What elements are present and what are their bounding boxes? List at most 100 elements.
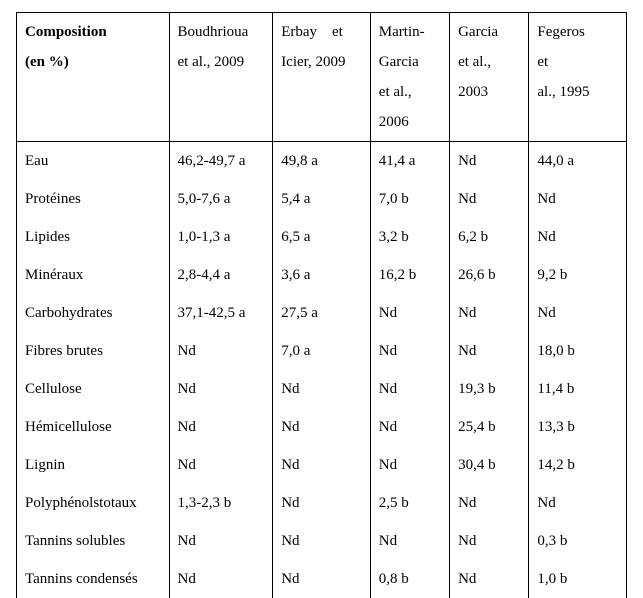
table-cell: 2,8-4,4 a <box>169 256 273 294</box>
table-cell: Nd <box>450 180 529 218</box>
table-cell: Nd <box>370 332 449 370</box>
header-text-line: 2003 <box>458 77 522 107</box>
table-row: Protéines5,0-7,6 a5,4 a7,0 bNdNd <box>17 180 627 218</box>
header-cell: Martin-Garciaet al.,2006 <box>370 13 449 142</box>
table-header-row: Composition(en %) Boudhriouaet al., 2009… <box>17 13 627 142</box>
table-cell: Fibres brutes <box>17 332 170 370</box>
table-cell: Tannins condensés <box>17 560 170 598</box>
header-text-line: Garcia <box>379 47 443 77</box>
table-cell: Nd <box>169 522 273 560</box>
header-text-line: 2006 <box>379 107 443 137</box>
table-cell: 3,2 b <box>370 218 449 256</box>
table-cell: Nd <box>450 332 529 370</box>
table-cell: Nd <box>169 446 273 484</box>
table-cell: Nd <box>273 484 371 522</box>
table-cell: 18,0 b <box>529 332 627 370</box>
table-cell: 1,3-2,3 b <box>169 484 273 522</box>
table-cell: Protéines <box>17 180 170 218</box>
table-cell: 11,4 b <box>529 370 627 408</box>
header-text-line: al., 1995 <box>537 77 620 107</box>
table-cell: Nd <box>273 560 371 598</box>
header-text-line: et al., <box>379 77 443 107</box>
table-cell: 27,5 a <box>273 294 371 332</box>
page-container: Composition(en %) Boudhriouaet al., 2009… <box>0 0 643 533</box>
table-cell: 6,2 b <box>450 218 529 256</box>
table-cell: Polyphénolstotaux <box>17 484 170 522</box>
table-cell: 3,6 a <box>273 256 371 294</box>
table-cell: 49,8 a <box>273 142 371 181</box>
table-cell: Nd <box>169 332 273 370</box>
table-cell: Nd <box>450 142 529 181</box>
table-cell: Nd <box>169 408 273 446</box>
table-cell: 46,2-49,7 a <box>169 142 273 181</box>
table-row: Tannins condensésNdNd0,8 bNd1,0 b <box>17 560 627 598</box>
table-cell: 30,4 b <box>450 446 529 484</box>
header-cell: Composition(en %) <box>17 13 170 142</box>
table-cell: Nd <box>370 294 449 332</box>
table-cell: 1,0 b <box>529 560 627 598</box>
table-cell: Nd <box>450 294 529 332</box>
table-cell: 13,3 b <box>529 408 627 446</box>
table-cell: 5,4 a <box>273 180 371 218</box>
table-cell: 9,2 b <box>529 256 627 294</box>
table-row: Eau46,2-49,7 a49,8 a41,4 aNd44,0 a <box>17 142 627 181</box>
table-cell: 1,0-1,3 a <box>169 218 273 256</box>
table-cell: Tannins solubles <box>17 522 170 560</box>
table-cell: Nd <box>273 408 371 446</box>
table-cell: Nd <box>450 522 529 560</box>
table-row: HémicelluloseNdNdNd25,4 b13,3 b <box>17 408 627 446</box>
header-cell: Garciaet al.,2003 <box>450 13 529 142</box>
table-cell: 7,0 a <box>273 332 371 370</box>
table-cell: 19,3 b <box>450 370 529 408</box>
table-cell: 41,4 a <box>370 142 449 181</box>
header-text-line: et al., 2009 <box>178 47 267 77</box>
header-text-line: Icier, 2009 <box>281 47 364 77</box>
table-cell: 0,3 b <box>529 522 627 560</box>
table-row: Carbohydrates37,1-42,5 a27,5 aNdNdNd <box>17 294 627 332</box>
table-row: Polyphénolstotaux1,3-2,3 bNd2,5 bNdNd <box>17 484 627 522</box>
table-row: Minéraux2,8-4,4 a3,6 a16,2 b26,6 b9,2 b <box>17 256 627 294</box>
header-text-line: Erbay et <box>281 17 364 47</box>
table-row: Lipides1,0-1,3 a6,5 a3,2 b6,2 bNd <box>17 218 627 256</box>
table-cell: Nd <box>169 560 273 598</box>
header-text-line: Martin- <box>379 17 443 47</box>
table-cell: 0,8 b <box>370 560 449 598</box>
header-text-line: Fegeros <box>537 17 620 47</box>
composition-table: Composition(en %) Boudhriouaet al., 2009… <box>16 12 627 598</box>
header-text-line: Composition <box>25 17 163 47</box>
table-cell: 44,0 a <box>529 142 627 181</box>
table-cell: Hémicellulose <box>17 408 170 446</box>
header-text-line: Garcia <box>458 17 522 47</box>
table-cell: Nd <box>273 370 371 408</box>
table-row: CelluloseNdNdNd19,3 b11,4 b <box>17 370 627 408</box>
table-row: LigninNdNdNd30,4 b14,2 b <box>17 446 627 484</box>
table-cell: Nd <box>370 408 449 446</box>
header-text-line: et al., <box>458 47 522 77</box>
table-cell: Nd <box>370 522 449 560</box>
table-row: Fibres brutesNd7,0 aNdNd18,0 b <box>17 332 627 370</box>
table-cell: Carbohydrates <box>17 294 170 332</box>
table-cell: 6,5 a <box>273 218 371 256</box>
table-cell: Nd <box>169 370 273 408</box>
table-header: Composition(en %) Boudhriouaet al., 2009… <box>17 13 627 142</box>
table-cell: Lignin <box>17 446 170 484</box>
header-text-line: Boudhrioua <box>178 17 267 47</box>
table-cell: Eau <box>17 142 170 181</box>
table-cell: Nd <box>273 446 371 484</box>
table-cell: 5,0-7,6 a <box>169 180 273 218</box>
table-cell: 2,5 b <box>370 484 449 522</box>
table-row: Tannins solublesNdNdNdNd0,3 b <box>17 522 627 560</box>
table-cell: 25,4 b <box>450 408 529 446</box>
header-text-line: et <box>537 47 620 77</box>
table-cell: Nd <box>529 180 627 218</box>
header-cell: Boudhriouaet al., 2009 <box>169 13 273 142</box>
header-text-line: (en %) <box>25 47 163 77</box>
table-cell: 7,0 b <box>370 180 449 218</box>
table-cell: 16,2 b <box>370 256 449 294</box>
table-cell: Lipides <box>17 218 170 256</box>
table-cell: Nd <box>370 370 449 408</box>
table-cell: 26,6 b <box>450 256 529 294</box>
table-cell: Minéraux <box>17 256 170 294</box>
table-cell: Nd <box>529 218 627 256</box>
table-cell: Nd <box>450 484 529 522</box>
